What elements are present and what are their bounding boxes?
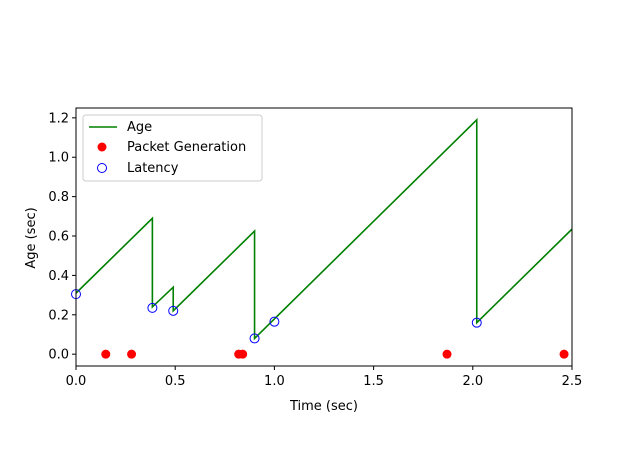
x-tick-label: 2.5 [562, 374, 583, 389]
legend-box [82, 114, 263, 182]
y-tick-label: 0.8 [48, 190, 69, 205]
legend-latency-swatch [97, 163, 107, 173]
legend-packet-generation-swatch [97, 142, 107, 152]
x-tick-label: 0.0 [66, 374, 87, 389]
y-tick-label: 0.2 [48, 308, 69, 323]
legend-packet-generation-label: Packet Generation [127, 140, 246, 155]
packet-generation-point [127, 349, 137, 359]
x-tick-label: 2.0 [462, 374, 483, 389]
x-tick-label: 1.0 [264, 374, 285, 389]
packet-generation-point [442, 349, 452, 359]
packet-generation-point [101, 349, 111, 359]
packet-generation-point [559, 349, 569, 359]
latency-point [147, 302, 158, 313]
latency-point [269, 316, 280, 327]
y-tick-label: 0.6 [48, 230, 69, 245]
legend-latency-label: Latency [127, 161, 179, 176]
x-tick-label: 1.5 [363, 374, 384, 389]
y-tick-label: 1.2 [48, 111, 69, 126]
x-axis-label: Time (sec) [289, 399, 358, 414]
latency-point [471, 317, 482, 328]
axes: 0.0 0.5 1.0 1.5 2.0 2.5 0.0 0.2 0.4 0.6 0.8 1.0 1.2 [48, 111, 582, 389]
packet-generation-point [238, 349, 248, 359]
latency-point [168, 305, 179, 316]
plot-content [71, 117, 573, 359]
legend: Age Packet Generation Latency [82, 114, 263, 182]
y-axis-label: Age (sec) [24, 207, 39, 268]
y-tick-label: 1.0 [48, 151, 69, 166]
y-tick-label: 0.4 [48, 269, 69, 284]
plot-frame [75, 107, 573, 367]
x-tick-label: 0.5 [165, 374, 186, 389]
y-tick-label: 0.0 [48, 348, 69, 363]
latency-point [249, 333, 260, 344]
legend-age-label: Age [127, 120, 152, 135]
age-series-line [75, 117, 573, 341]
